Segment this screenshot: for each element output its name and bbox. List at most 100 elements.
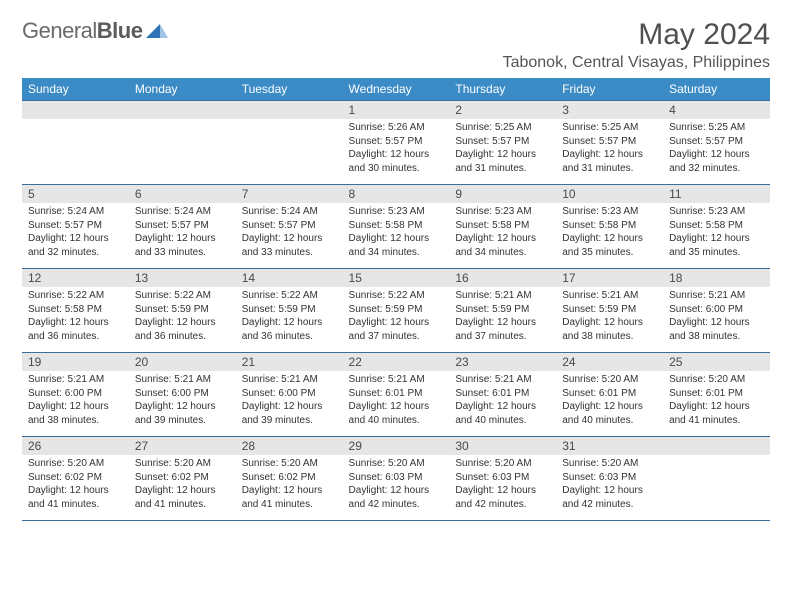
day-detail: Sunrise: 5:24 AMSunset: 5:57 PMDaylight:… — [236, 203, 343, 263]
day-number: 9 — [449, 185, 556, 203]
day-number: 6 — [129, 185, 236, 203]
day-number: 27 — [129, 437, 236, 455]
day-number: 25 — [663, 353, 770, 371]
day-number: 22 — [343, 353, 450, 371]
day-number: 10 — [556, 185, 663, 203]
day-number: 17 — [556, 269, 663, 287]
calendar-cell: 17Sunrise: 5:21 AMSunset: 5:59 PMDayligh… — [556, 269, 663, 353]
day-number: 15 — [343, 269, 450, 287]
day-detail: Sunrise: 5:22 AMSunset: 5:59 PMDaylight:… — [343, 287, 450, 347]
calendar-cell: 6Sunrise: 5:24 AMSunset: 5:57 PMDaylight… — [129, 185, 236, 269]
day-number-empty — [663, 437, 770, 455]
day-number: 29 — [343, 437, 450, 455]
day-number: 2 — [449, 101, 556, 119]
day-detail: Sunrise: 5:23 AMSunset: 5:58 PMDaylight:… — [556, 203, 663, 263]
column-header: Sunday — [22, 78, 129, 101]
calendar-cell: 1Sunrise: 5:26 AMSunset: 5:57 PMDaylight… — [343, 101, 450, 185]
day-detail: Sunrise: 5:20 AMSunset: 6:02 PMDaylight:… — [22, 455, 129, 515]
calendar-head: SundayMondayTuesdayWednesdayThursdayFrid… — [22, 78, 770, 101]
location: Tabonok, Central Visayas, Philippines — [503, 54, 770, 72]
day-number: 13 — [129, 269, 236, 287]
calendar-cell: 25Sunrise: 5:20 AMSunset: 6:01 PMDayligh… — [663, 353, 770, 437]
day-number: 7 — [236, 185, 343, 203]
day-detail: Sunrise: 5:20 AMSunset: 6:01 PMDaylight:… — [556, 371, 663, 431]
day-number: 18 — [663, 269, 770, 287]
calendar-week: 5Sunrise: 5:24 AMSunset: 5:57 PMDaylight… — [22, 185, 770, 269]
day-detail: Sunrise: 5:22 AMSunset: 5:58 PMDaylight:… — [22, 287, 129, 347]
calendar-cell: 15Sunrise: 5:22 AMSunset: 5:59 PMDayligh… — [343, 269, 450, 353]
calendar-cell: 26Sunrise: 5:20 AMSunset: 6:02 PMDayligh… — [22, 437, 129, 521]
header: GeneralBlue May 2024 Tabonok, Central Vi… — [22, 18, 770, 72]
column-header: Monday — [129, 78, 236, 101]
day-number: 5 — [22, 185, 129, 203]
calendar-cell: 16Sunrise: 5:21 AMSunset: 5:59 PMDayligh… — [449, 269, 556, 353]
day-detail: Sunrise: 5:23 AMSunset: 5:58 PMDaylight:… — [449, 203, 556, 263]
day-number: 8 — [343, 185, 450, 203]
day-detail: Sunrise: 5:20 AMSunset: 6:03 PMDaylight:… — [343, 455, 450, 515]
day-number: 1 — [343, 101, 450, 119]
day-detail: Sunrise: 5:23 AMSunset: 5:58 PMDaylight:… — [663, 203, 770, 263]
day-detail: Sunrise: 5:22 AMSunset: 5:59 PMDaylight:… — [236, 287, 343, 347]
calendar-cell: 29Sunrise: 5:20 AMSunset: 6:03 PMDayligh… — [343, 437, 450, 521]
day-detail: Sunrise: 5:21 AMSunset: 6:00 PMDaylight:… — [22, 371, 129, 431]
calendar-cell: 8Sunrise: 5:23 AMSunset: 5:58 PMDaylight… — [343, 185, 450, 269]
calendar-cell — [129, 101, 236, 185]
day-detail: Sunrise: 5:20 AMSunset: 6:02 PMDaylight:… — [236, 455, 343, 515]
day-detail: Sunrise: 5:22 AMSunset: 5:59 PMDaylight:… — [129, 287, 236, 347]
day-detail: Sunrise: 5:21 AMSunset: 6:00 PMDaylight:… — [663, 287, 770, 347]
day-number: 14 — [236, 269, 343, 287]
day-detail: Sunrise: 5:24 AMSunset: 5:57 PMDaylight:… — [22, 203, 129, 263]
day-detail: Sunrise: 5:20 AMSunset: 6:03 PMDaylight:… — [449, 455, 556, 515]
day-detail: Sunrise: 5:21 AMSunset: 6:00 PMDaylight:… — [236, 371, 343, 431]
calendar-cell: 2Sunrise: 5:25 AMSunset: 5:57 PMDaylight… — [449, 101, 556, 185]
calendar-cell: 20Sunrise: 5:21 AMSunset: 6:00 PMDayligh… — [129, 353, 236, 437]
day-number-empty — [129, 101, 236, 119]
calendar-cell — [22, 101, 129, 185]
day-number-empty — [236, 101, 343, 119]
day-detail: Sunrise: 5:24 AMSunset: 5:57 PMDaylight:… — [129, 203, 236, 263]
column-header: Wednesday — [343, 78, 450, 101]
calendar-week: 1Sunrise: 5:26 AMSunset: 5:57 PMDaylight… — [22, 101, 770, 185]
day-detail: Sunrise: 5:20 AMSunset: 6:03 PMDaylight:… — [556, 455, 663, 515]
day-number: 31 — [556, 437, 663, 455]
calendar-cell: 18Sunrise: 5:21 AMSunset: 6:00 PMDayligh… — [663, 269, 770, 353]
calendar-cell: 4Sunrise: 5:25 AMSunset: 5:57 PMDaylight… — [663, 101, 770, 185]
day-detail: Sunrise: 5:26 AMSunset: 5:57 PMDaylight:… — [343, 119, 450, 179]
day-number: 12 — [22, 269, 129, 287]
column-header: Thursday — [449, 78, 556, 101]
day-detail: Sunrise: 5:23 AMSunset: 5:58 PMDaylight:… — [343, 203, 450, 263]
day-number: 26 — [22, 437, 129, 455]
logo-text: GeneralBlue — [22, 18, 142, 44]
column-header: Tuesday — [236, 78, 343, 101]
calendar-cell: 23Sunrise: 5:21 AMSunset: 6:01 PMDayligh… — [449, 353, 556, 437]
day-number: 19 — [22, 353, 129, 371]
calendar-cell: 14Sunrise: 5:22 AMSunset: 5:59 PMDayligh… — [236, 269, 343, 353]
day-number: 30 — [449, 437, 556, 455]
day-number: 23 — [449, 353, 556, 371]
day-detail: Sunrise: 5:21 AMSunset: 5:59 PMDaylight:… — [556, 287, 663, 347]
calendar-body: 1Sunrise: 5:26 AMSunset: 5:57 PMDaylight… — [22, 101, 770, 521]
calendar-cell: 5Sunrise: 5:24 AMSunset: 5:57 PMDaylight… — [22, 185, 129, 269]
logo-word1: General — [22, 18, 97, 43]
calendar-cell: 9Sunrise: 5:23 AMSunset: 5:58 PMDaylight… — [449, 185, 556, 269]
calendar-cell: 3Sunrise: 5:25 AMSunset: 5:57 PMDaylight… — [556, 101, 663, 185]
calendar-cell: 7Sunrise: 5:24 AMSunset: 5:57 PMDaylight… — [236, 185, 343, 269]
day-detail: Sunrise: 5:21 AMSunset: 6:00 PMDaylight:… — [129, 371, 236, 431]
calendar-cell: 30Sunrise: 5:20 AMSunset: 6:03 PMDayligh… — [449, 437, 556, 521]
calendar-cell: 10Sunrise: 5:23 AMSunset: 5:58 PMDayligh… — [556, 185, 663, 269]
day-number-empty — [22, 101, 129, 119]
calendar-cell: 24Sunrise: 5:20 AMSunset: 6:01 PMDayligh… — [556, 353, 663, 437]
day-number: 20 — [129, 353, 236, 371]
calendar-week: 26Sunrise: 5:20 AMSunset: 6:02 PMDayligh… — [22, 437, 770, 521]
calendar-cell: 12Sunrise: 5:22 AMSunset: 5:58 PMDayligh… — [22, 269, 129, 353]
day-detail: Sunrise: 5:20 AMSunset: 6:02 PMDaylight:… — [129, 455, 236, 515]
calendar-cell: 31Sunrise: 5:20 AMSunset: 6:03 PMDayligh… — [556, 437, 663, 521]
day-detail: Sunrise: 5:21 AMSunset: 6:01 PMDaylight:… — [343, 371, 450, 431]
day-number: 21 — [236, 353, 343, 371]
calendar-cell: 13Sunrise: 5:22 AMSunset: 5:59 PMDayligh… — [129, 269, 236, 353]
day-number: 28 — [236, 437, 343, 455]
calendar-week: 12Sunrise: 5:22 AMSunset: 5:58 PMDayligh… — [22, 269, 770, 353]
column-header: Friday — [556, 78, 663, 101]
calendar-cell: 27Sunrise: 5:20 AMSunset: 6:02 PMDayligh… — [129, 437, 236, 521]
day-number: 3 — [556, 101, 663, 119]
